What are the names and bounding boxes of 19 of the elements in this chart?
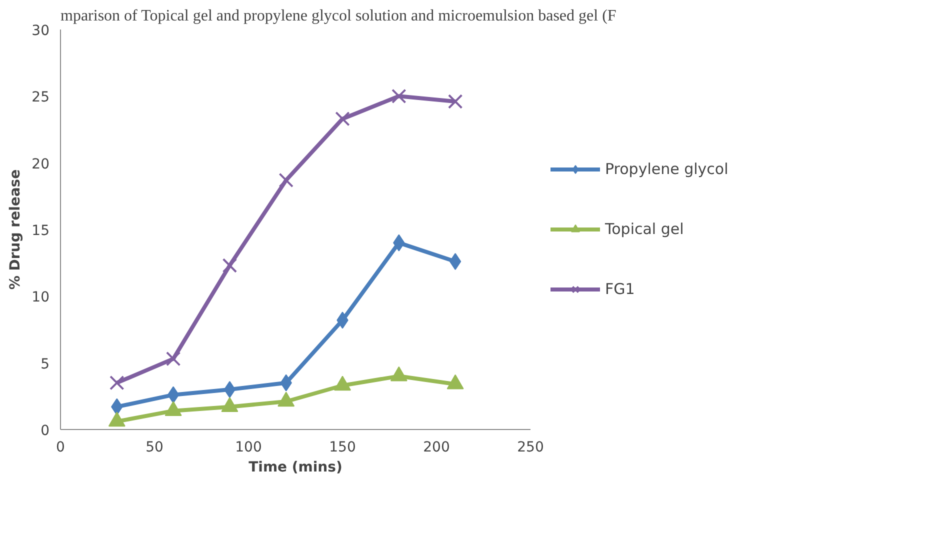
y-tick-label: 0 — [40, 423, 50, 439]
y-axis-title: % Drug release — [8, 169, 24, 290]
x-axis-title: Time (mins) — [248, 460, 342, 476]
x-tick-label: 150 — [329, 440, 356, 456]
chart-title: mparison of Topical gel and propylene glycol solution and microemulsion based gel (F — [60, 8, 616, 24]
x-tick-label: 0 — [56, 440, 65, 456]
y-tick-label: 15 — [32, 223, 50, 239]
legend-label: Propylene glycol — [605, 160, 728, 178]
y-tick-label: 10 — [32, 290, 50, 306]
legend-label: Topical gel — [605, 220, 684, 238]
y-tick-label: 20 — [32, 156, 50, 172]
x-tick-label: 100 — [235, 440, 262, 456]
y-tick-label: 25 — [32, 90, 50, 106]
legend-label: FG1 — [605, 280, 635, 298]
x-tick-label: 250 — [517, 440, 544, 456]
x-tick-label: 200 — [423, 440, 450, 456]
x-tick-label: 50 — [146, 440, 164, 456]
y-tick-label: 5 — [40, 356, 50, 372]
y-tick-label: 30 — [32, 23, 50, 39]
